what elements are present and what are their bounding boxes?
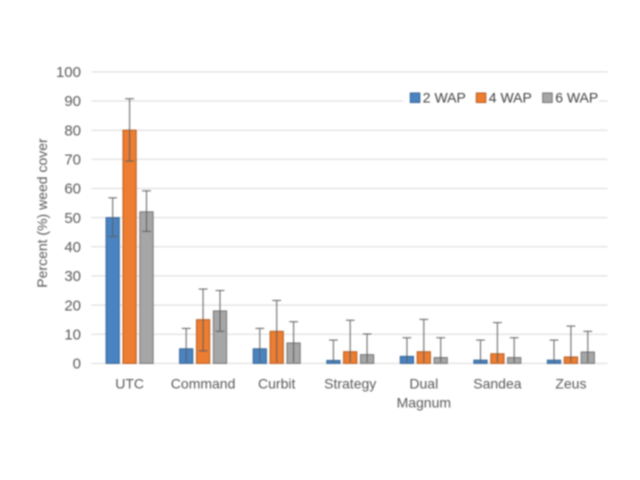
svg-text:0: 0 — [73, 356, 81, 373]
svg-text:60: 60 — [64, 181, 81, 198]
svg-text:Strategy: Strategy — [324, 375, 376, 391]
svg-text:6 WAP: 6 WAP — [555, 90, 598, 106]
svg-text:Command: Command — [171, 375, 236, 391]
svg-text:4 WAP: 4 WAP — [489, 90, 532, 106]
svg-text:UTC: UTC — [115, 375, 144, 391]
svg-text:10: 10 — [64, 326, 81, 343]
svg-text:100: 100 — [56, 64, 81, 81]
svg-text:Zeus: Zeus — [555, 375, 586, 391]
svg-text:30: 30 — [64, 268, 81, 285]
svg-text:20: 20 — [64, 297, 81, 314]
svg-text:Percent (%) weed cover: Percent (%) weed cover — [34, 138, 50, 288]
svg-text:70: 70 — [64, 152, 81, 169]
svg-text:Magnum: Magnum — [397, 395, 451, 411]
svg-text:50: 50 — [64, 210, 81, 227]
svg-text:Dual: Dual — [409, 375, 438, 391]
svg-text:90: 90 — [64, 93, 81, 110]
svg-text:2 WAP: 2 WAP — [423, 90, 466, 106]
svg-text:40: 40 — [64, 239, 81, 256]
svg-text:80: 80 — [64, 122, 81, 139]
svg-text:Curbit: Curbit — [258, 375, 295, 391]
svg-text:Sandea: Sandea — [473, 375, 521, 391]
